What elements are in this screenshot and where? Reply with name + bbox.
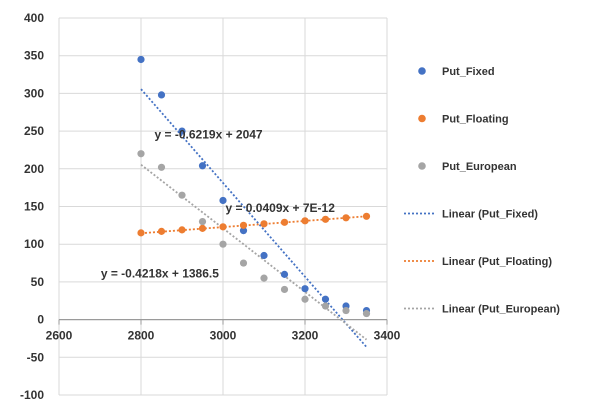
point-put-european xyxy=(321,302,330,310)
legend-marker xyxy=(418,114,426,123)
point-put-fixed xyxy=(239,227,248,235)
point-put-european xyxy=(198,217,207,226)
point-put-floating xyxy=(178,226,186,234)
point-put-european xyxy=(157,163,166,171)
y-tick-label: 100 xyxy=(24,237,44,251)
trendline-3 xyxy=(140,163,368,341)
y-tick-label: 350 xyxy=(24,49,44,63)
legend-label: Linear (Put_Floating) xyxy=(442,256,552,268)
point-put-floating xyxy=(239,221,248,229)
y-tick-label: 50 xyxy=(31,275,45,289)
point-put-fixed xyxy=(260,251,268,260)
y-tick-label: -100 xyxy=(20,388,44,402)
tick-labels: -100 -50 0 50 100 150 200 250 300 350 400 2600 2800 3… xyxy=(20,11,401,402)
gridlines xyxy=(58,17,388,396)
point-put-floating xyxy=(157,227,166,235)
x-tick-label: 3000 xyxy=(210,329,237,343)
point-put-fixed xyxy=(137,55,145,64)
point-put-floating xyxy=(362,212,371,220)
point-put-european xyxy=(178,191,186,199)
point-put-fixed xyxy=(157,91,166,99)
legend-label: Put_European xyxy=(442,161,517,173)
point-put-fixed xyxy=(178,127,186,135)
point-put-fixed xyxy=(280,270,289,278)
x-tick-label: 3400 xyxy=(374,329,401,343)
point-put-fixed xyxy=(301,285,309,293)
point-put-floating xyxy=(321,215,330,223)
x-tick-label: 3200 xyxy=(292,329,319,343)
point-put-european xyxy=(219,240,227,248)
point-put-floating xyxy=(219,223,227,231)
point-put-fixed xyxy=(198,162,207,170)
y-tick-label: -50 xyxy=(27,350,45,364)
trendline-equation-1: y = -0.6219x + 2047 xyxy=(155,128,263,142)
point-put-european xyxy=(239,259,248,267)
x-tick-label: 2800 xyxy=(128,329,155,343)
legend-marker xyxy=(418,162,426,170)
legend-marker xyxy=(418,67,426,75)
legend-label: Linear (Put_Fixed) xyxy=(442,209,538,221)
point-put-european xyxy=(362,309,371,318)
point-put-european xyxy=(301,295,309,303)
trendline-equations: y = -0.6219x + 2047 y = 0.0409x + 7E-12 y … xyxy=(101,128,335,281)
point-put-fixed xyxy=(219,196,227,205)
legend-label: Linear (Put_European) xyxy=(442,304,560,316)
trendline-equation-3: y = -0.4218x + 1386.5 xyxy=(101,266,219,280)
x-tick-label: 2600 xyxy=(46,329,73,343)
point-put-european xyxy=(260,274,268,282)
point-put-floating xyxy=(137,229,145,237)
y-tick-label: 250 xyxy=(24,124,44,138)
point-put-floating xyxy=(260,220,268,228)
point-put-fixed xyxy=(321,295,330,303)
y-tick-label: 150 xyxy=(24,200,44,214)
y-tick-label: 300 xyxy=(24,86,44,100)
axes xyxy=(58,319,388,325)
point-put-european xyxy=(280,285,289,294)
point-put-floating xyxy=(301,217,309,225)
data-points xyxy=(137,55,371,318)
y-tick-label: 0 xyxy=(37,313,44,327)
point-put-floating xyxy=(280,218,289,226)
y-tick-label: 200 xyxy=(24,162,44,176)
legend-label: Put_Fixed xyxy=(442,66,495,78)
point-put-floating xyxy=(198,224,207,232)
legend-label: Put_Floating xyxy=(442,114,509,126)
point-put-european xyxy=(137,150,145,158)
trendline-equation-2: y = 0.0409x + 7E-12 xyxy=(225,201,335,215)
point-put-floating xyxy=(342,214,350,222)
point-put-european xyxy=(342,306,350,315)
legend: Put_Fixed Put_Floating Put_European Linear … xyxy=(404,66,560,316)
y-tick-label: 400 xyxy=(24,11,44,25)
